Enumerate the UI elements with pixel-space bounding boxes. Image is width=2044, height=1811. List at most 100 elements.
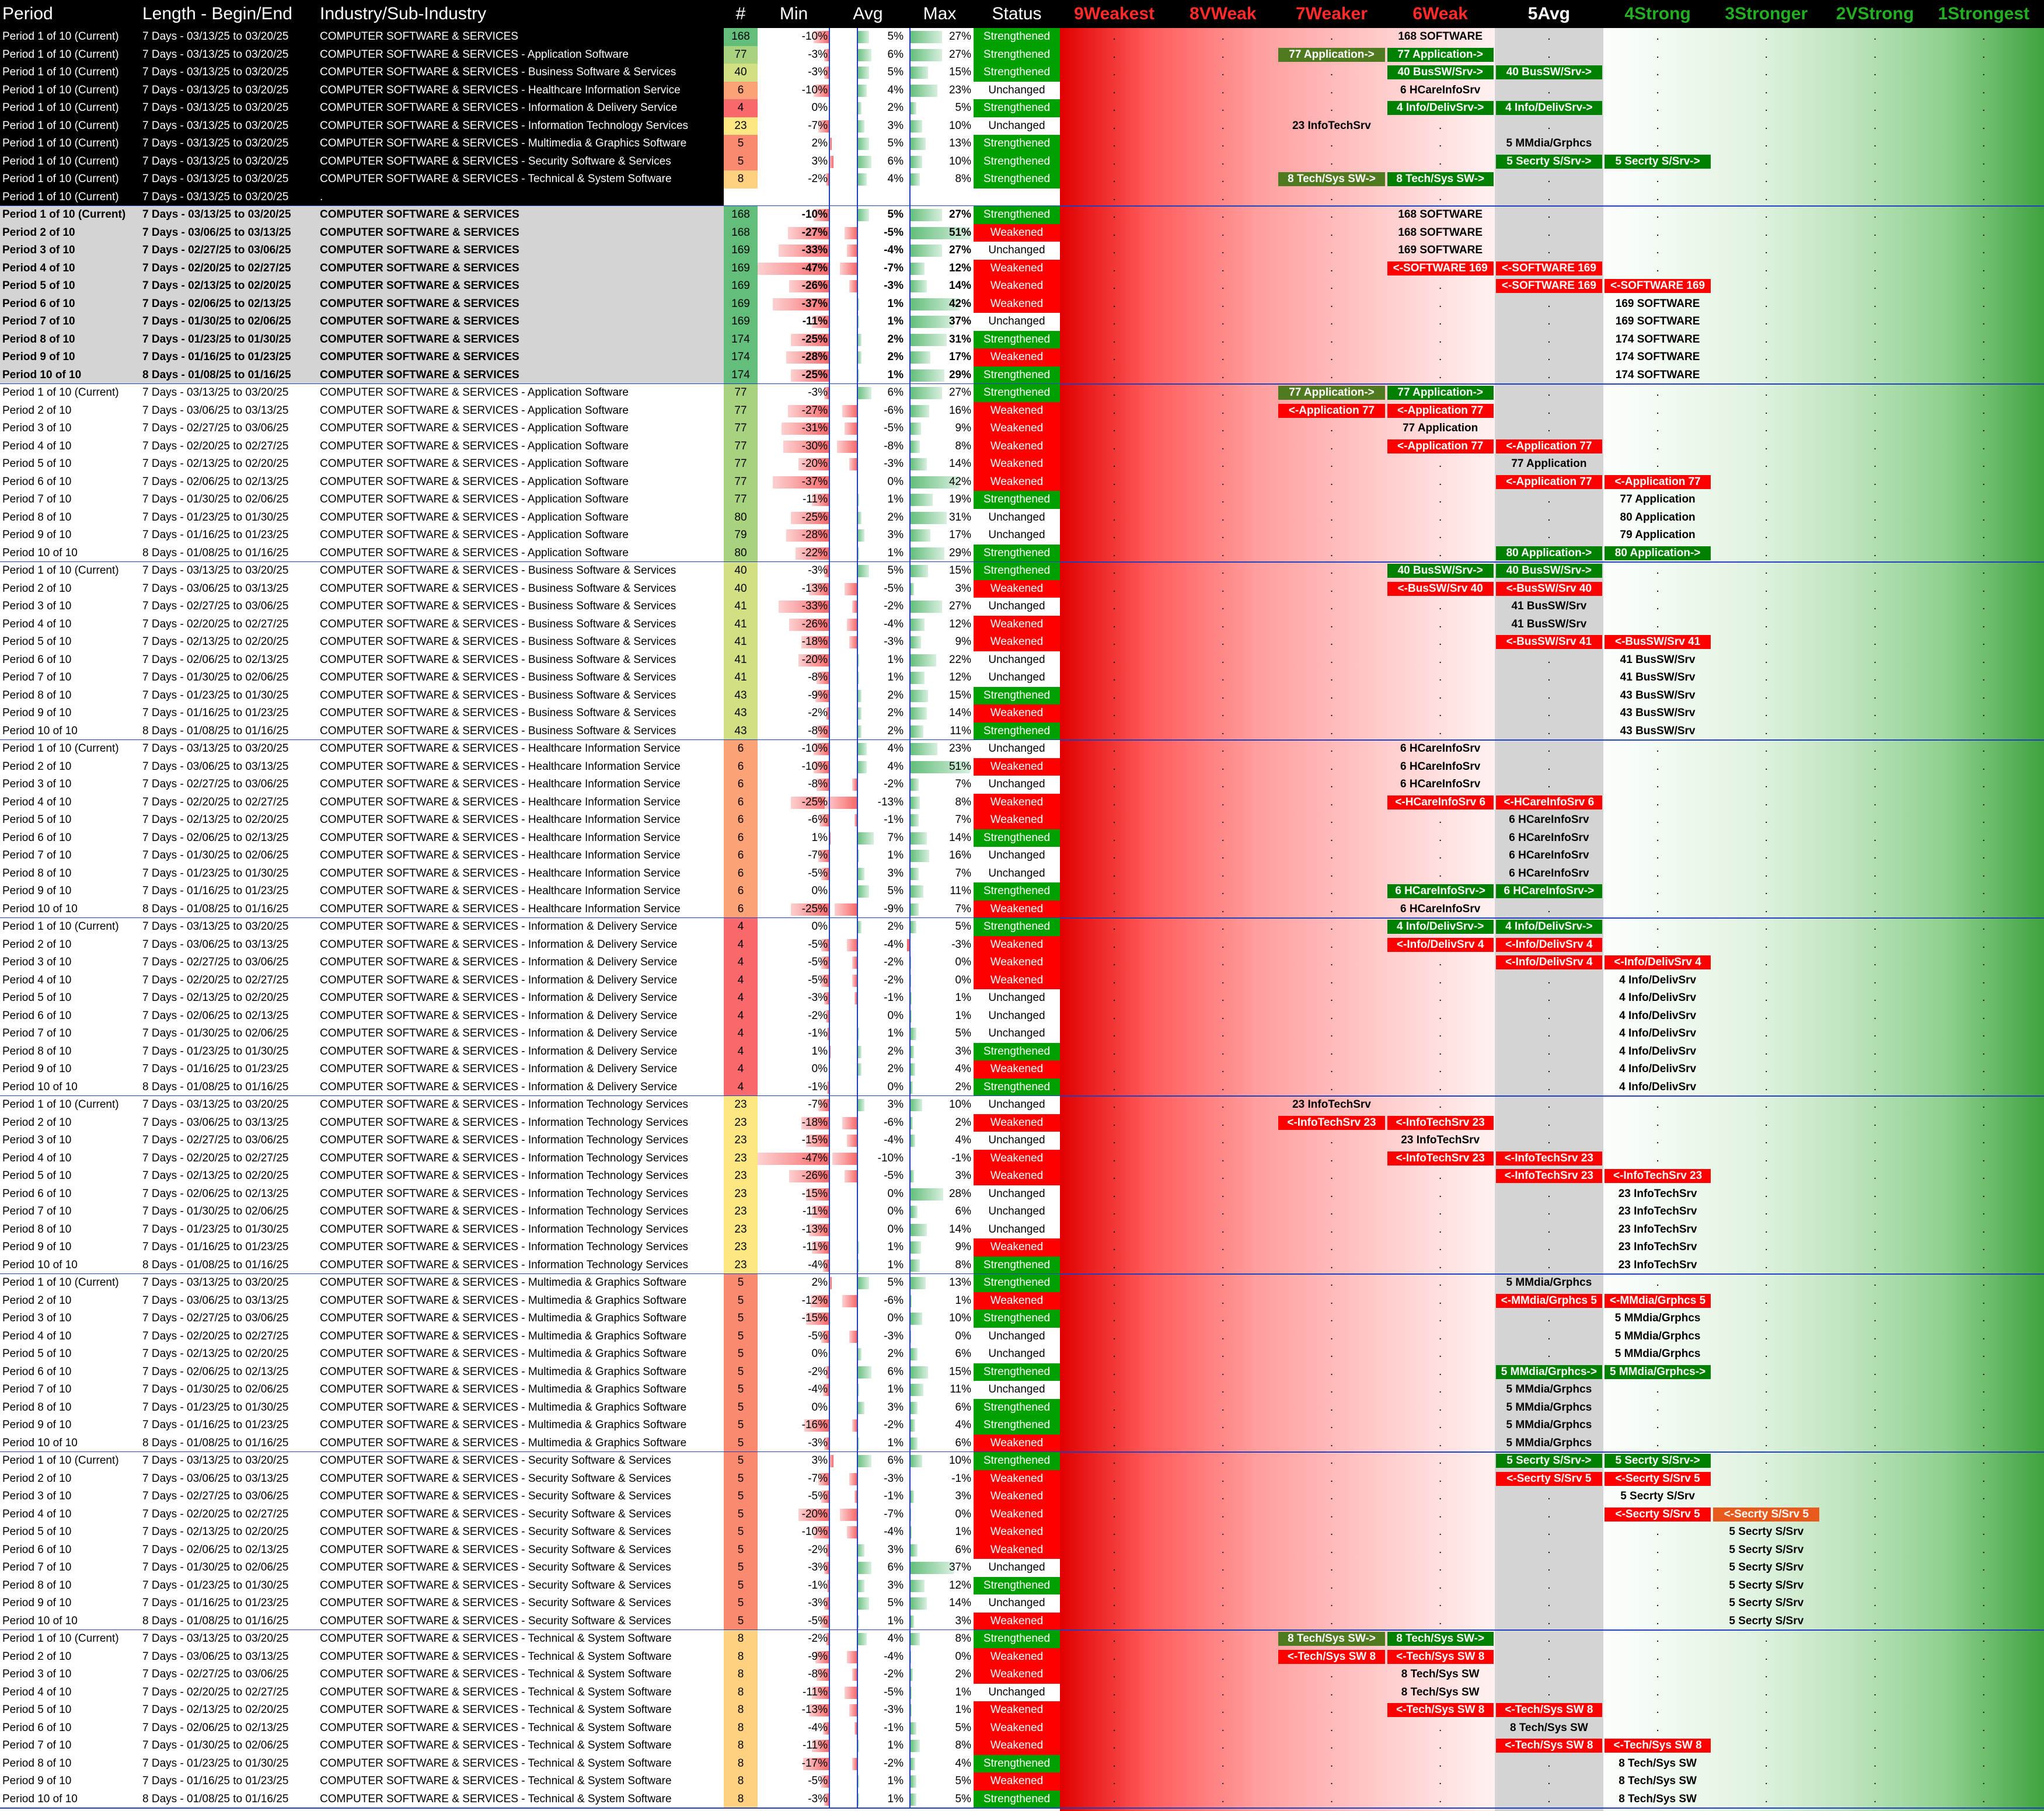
- bucket-tag[interactable]: 5 Secrty S/Srv->: [1604, 154, 1711, 169]
- bucket-tag[interactable]: 5 MMdia/Grphcs: [1506, 1436, 1592, 1449]
- bucket-tag[interactable]: <-Secrty S/Srv 5: [1713, 1507, 1820, 1522]
- table-row[interactable]: Period 5 of 10 7 Days - 02/13/25 to 02/20…: [0, 989, 2044, 1007]
- table-row[interactable]: Period 2 of 10 7 Days - 03/06/25 to 03/13…: [0, 1114, 2044, 1132]
- bucket-tag[interactable]: 4 Info/DelivSrv: [1619, 1045, 1697, 1058]
- bucket-tag[interactable]: 4 Info/DelivSrv->: [1387, 920, 1494, 934]
- column-header-0[interactable]: Period: [2, 4, 53, 23]
- table-row[interactable]: Period 9 of 10 7 Days - 01/16/25 to 01/23…: [0, 1772, 2044, 1791]
- bucket-header-9[interactable]: 1Strongest: [1938, 4, 2030, 23]
- bucket-tag[interactable]: 5 MMdia/Grphcs: [1614, 1330, 1701, 1342]
- bucket-tag[interactable]: 4 Info/DelivSrv->: [1495, 920, 1602, 934]
- bucket-tag[interactable]: <-Secrty S/Srv 5: [1604, 1471, 1711, 1486]
- table-row[interactable]: Period 6 of 10 7 Days - 02/06/25 to 02/13…: [0, 473, 2044, 491]
- bucket-tag[interactable]: 5 MMdia/Grphcs: [1506, 137, 1592, 149]
- bucket-tag[interactable]: <-InfoTechSrv 23: [1278, 1115, 1385, 1130]
- bucket-tag[interactable]: 5 MMdia/Grphcs: [1614, 1348, 1701, 1360]
- bucket-tag[interactable]: <-Application 77: [1278, 403, 1385, 418]
- bucket-tag[interactable]: 6 HCareInfoSrv->: [1495, 884, 1602, 898]
- bucket-tag[interactable]: 5 MMdia/Grphcs: [1506, 1383, 1592, 1395]
- table-row[interactable]: Period 8 of 10 7 Days - 01/23/25 to 01/30…: [0, 864, 2044, 882]
- table-row[interactable]: Period 4 of 10 7 Days - 02/20/25 to 02/27…: [0, 971, 2044, 989]
- bucket-tag[interactable]: 40 BusSW/Srv->: [1387, 65, 1494, 79]
- table-row[interactable]: Period 5 of 10 7 Days - 02/13/25 to 02/20…: [0, 1523, 2044, 1541]
- bucket-tag[interactable]: <-Secrty S/Srv 5: [1495, 1471, 1602, 1486]
- bucket-header-8[interactable]: 2VStrong: [1836, 4, 1914, 23]
- bucket-tag[interactable]: 5 MMdia/Grphcs->: [1604, 1365, 1711, 1379]
- bucket-tag[interactable]: 6 HCareInfoSrv: [1400, 778, 1481, 790]
- bucket-tag[interactable]: 41 BusSW/Srv: [1511, 600, 1587, 612]
- bucket-tag[interactable]: <-SOFTWARE 169: [1604, 279, 1711, 293]
- bucket-header-4[interactable]: 6Weak: [1412, 4, 1468, 23]
- bucket-tag[interactable]: 4 Info/DelivSrv: [1619, 1009, 1697, 1022]
- bucket-tag[interactable]: <-MMdia/Grphcs 5: [1495, 1293, 1602, 1308]
- table-row[interactable]: Period 7 of 10 7 Days - 01/30/25 to 02/06…: [0, 1559, 2044, 1577]
- column-header-2[interactable]: Industry/Sub-Industry: [320, 4, 487, 23]
- bucket-tag[interactable]: 169 SOFTWARE: [1615, 315, 1700, 327]
- bucket-tag[interactable]: <-Info/DelivSrv 4: [1387, 937, 1494, 952]
- table-row[interactable]: Period 1 of 10 (Current) 7 Days - 03/13/2…: [0, 918, 2044, 936]
- table-row[interactable]: Period 1 of 10 (Current) 7 Days - 03/13/2…: [0, 81, 2044, 99]
- table-row[interactable]: Period 4 of 10 7 Days - 02/20/25 to 02/27…: [0, 1505, 2044, 1523]
- table-row[interactable]: Period 3 of 10 7 Days - 02/27/25 to 03/06…: [0, 598, 2044, 616]
- table-row[interactable]: Period 10 of 10 8 Days - 01/08/25 to 01/1…: [0, 366, 2044, 384]
- bucket-tag[interactable]: 174 SOFTWARE: [1615, 368, 1700, 381]
- table-row[interactable]: Period 10 of 10 8 Days - 01/08/25 to 01/1…: [0, 722, 2044, 740]
- bucket-tag[interactable]: <-Tech/Sys SW 8: [1278, 1649, 1385, 1664]
- bucket-tag[interactable]: 40 BusSW/Srv->: [1387, 564, 1494, 578]
- table-row[interactable]: Period 4 of 10 7 Days - 02/20/25 to 02/27…: [0, 1149, 2044, 1167]
- bucket-tag[interactable]: <-Secrty S/Srv 5: [1604, 1507, 1711, 1522]
- bucket-tag[interactable]: 8 Tech/Sys SW->: [1387, 172, 1494, 186]
- table-row[interactable]: Period 7 of 10 7 Days - 01/30/25 to 02/06…: [0, 847, 2044, 865]
- bucket-tag[interactable]: <-SOFTWARE 169: [1495, 261, 1602, 275]
- table-row[interactable]: Period 2 of 10 7 Days - 03/06/25 to 03/13…: [0, 936, 2044, 954]
- table-row[interactable]: Period 1 of 10 (Current) 7 Days - 03/13/2…: [0, 206, 2044, 224]
- bucket-tag[interactable]: 23 InfoTechSrv: [1618, 1241, 1697, 1253]
- table-row[interactable]: Period 7 of 10 7 Days - 01/30/25 to 02/06…: [0, 669, 2044, 687]
- bucket-tag[interactable]: <-Info/DelivSrv 4: [1495, 937, 1602, 952]
- bucket-tag[interactable]: 4 Info/DelivSrv: [1619, 1027, 1697, 1039]
- table-row[interactable]: Period 7 of 10 7 Days - 01/30/25 to 02/06…: [0, 1381, 2044, 1399]
- table-row[interactable]: Period 3 of 10 7 Days - 02/27/25 to 03/06…: [0, 954, 2044, 972]
- table-row[interactable]: Period 5 of 10 7 Days - 02/13/25 to 02/20…: [0, 633, 2044, 651]
- table-row[interactable]: Period 4 of 10 7 Days - 02/20/25 to 02/27…: [0, 615, 2044, 633]
- bucket-tag[interactable]: <-Info/DelivSrv 4: [1495, 955, 1602, 969]
- bucket-tag[interactable]: 6 HCareInfoSrv: [1509, 831, 1589, 844]
- table-row[interactable]: Period 3 of 10 7 Days - 02/27/25 to 03/06…: [0, 776, 2044, 794]
- bucket-tag[interactable]: 174 SOFTWARE: [1615, 351, 1700, 363]
- bucket-tag[interactable]: 23 InfoTechSrv: [1401, 1134, 1480, 1146]
- table-row[interactable]: Period 1 of 10 (Current) 7 Days - 03/13/2…: [0, 384, 2044, 402]
- bucket-tag[interactable]: 5 MMdia/Grphcs: [1506, 1419, 1592, 1431]
- table-row[interactable]: Period 2 of 10 7 Days - 03/06/25 to 03/13…: [0, 1648, 2044, 1666]
- table-row[interactable]: Period 2 of 10 7 Days - 03/06/25 to 03/13…: [0, 402, 2044, 420]
- bucket-tag[interactable]: 8 Tech/Sys SW: [1619, 1792, 1697, 1805]
- bucket-tag[interactable]: 8 Tech/Sys SW->: [1278, 172, 1385, 186]
- bucket-tag[interactable]: 4 Info/DelivSrv: [1619, 992, 1697, 1004]
- bucket-tag[interactable]: 77 Application: [1403, 422, 1478, 434]
- column-header-7[interactable]: Status: [992, 4, 1042, 23]
- bucket-tag[interactable]: 77 Application: [1511, 458, 1587, 470]
- table-row[interactable]: Period 3 of 10 7 Days - 02/27/25 to 03/06…: [0, 1666, 2044, 1684]
- bucket-tag[interactable]: 6 HCareInfoSrv->: [1387, 884, 1494, 898]
- bucket-tag[interactable]: <-Tech/Sys SW 8: [1604, 1739, 1711, 1753]
- table-row[interactable]: Period 1 of 10 (Current) 7 Days - 03/13/2…: [0, 152, 2044, 170]
- bucket-tag[interactable]: 23 InfoTechSrv: [1618, 1187, 1697, 1200]
- bucket-tag[interactable]: 77 Application->: [1278, 47, 1385, 62]
- bucket-tag[interactable]: 23 InfoTechSrv: [1292, 1098, 1371, 1111]
- table-row[interactable]: Period 10 of 10 8 Days - 01/08/25 to 01/1…: [0, 1256, 2044, 1274]
- table-row[interactable]: Period 4 of 10 7 Days - 02/20/25 to 02/27…: [0, 437, 2044, 455]
- bucket-tag[interactable]: 8 Tech/Sys SW: [1401, 1668, 1480, 1680]
- column-header-5[interactable]: Avg: [853, 4, 883, 23]
- bucket-header-2[interactable]: 8VWeak: [1190, 4, 1257, 23]
- bucket-tag[interactable]: <-Application 77: [1387, 403, 1494, 418]
- bucket-tag[interactable]: 23 InfoTechSrv: [1618, 1205, 1697, 1217]
- bucket-tag[interactable]: 4 Info/DelivSrv->: [1387, 101, 1494, 115]
- bucket-tag[interactable]: 6 HCareInfoSrv: [1400, 742, 1481, 755]
- bucket-header-7[interactable]: 3Stronger: [1725, 4, 1808, 23]
- bucket-header-3[interactable]: 7Weaker: [1296, 4, 1368, 23]
- bucket-tag[interactable]: 5 Secrty S/Srv: [1729, 1526, 1804, 1538]
- table-row[interactable]: Period 6 of 10 7 Days - 02/06/25 to 02/13…: [0, 829, 2044, 847]
- bucket-tag[interactable]: <-Tech/Sys SW 8: [1387, 1703, 1494, 1717]
- table-row[interactable]: Period 3 of 10 7 Days - 02/27/25 to 03/06…: [0, 1488, 2044, 1506]
- table-row[interactable]: Period 3 of 10 7 Days - 02/27/25 to 03/06…: [0, 1132, 2044, 1150]
- table-row[interactable]: Period 6 of 10 7 Days - 02/06/25 to 02/13…: [0, 295, 2044, 313]
